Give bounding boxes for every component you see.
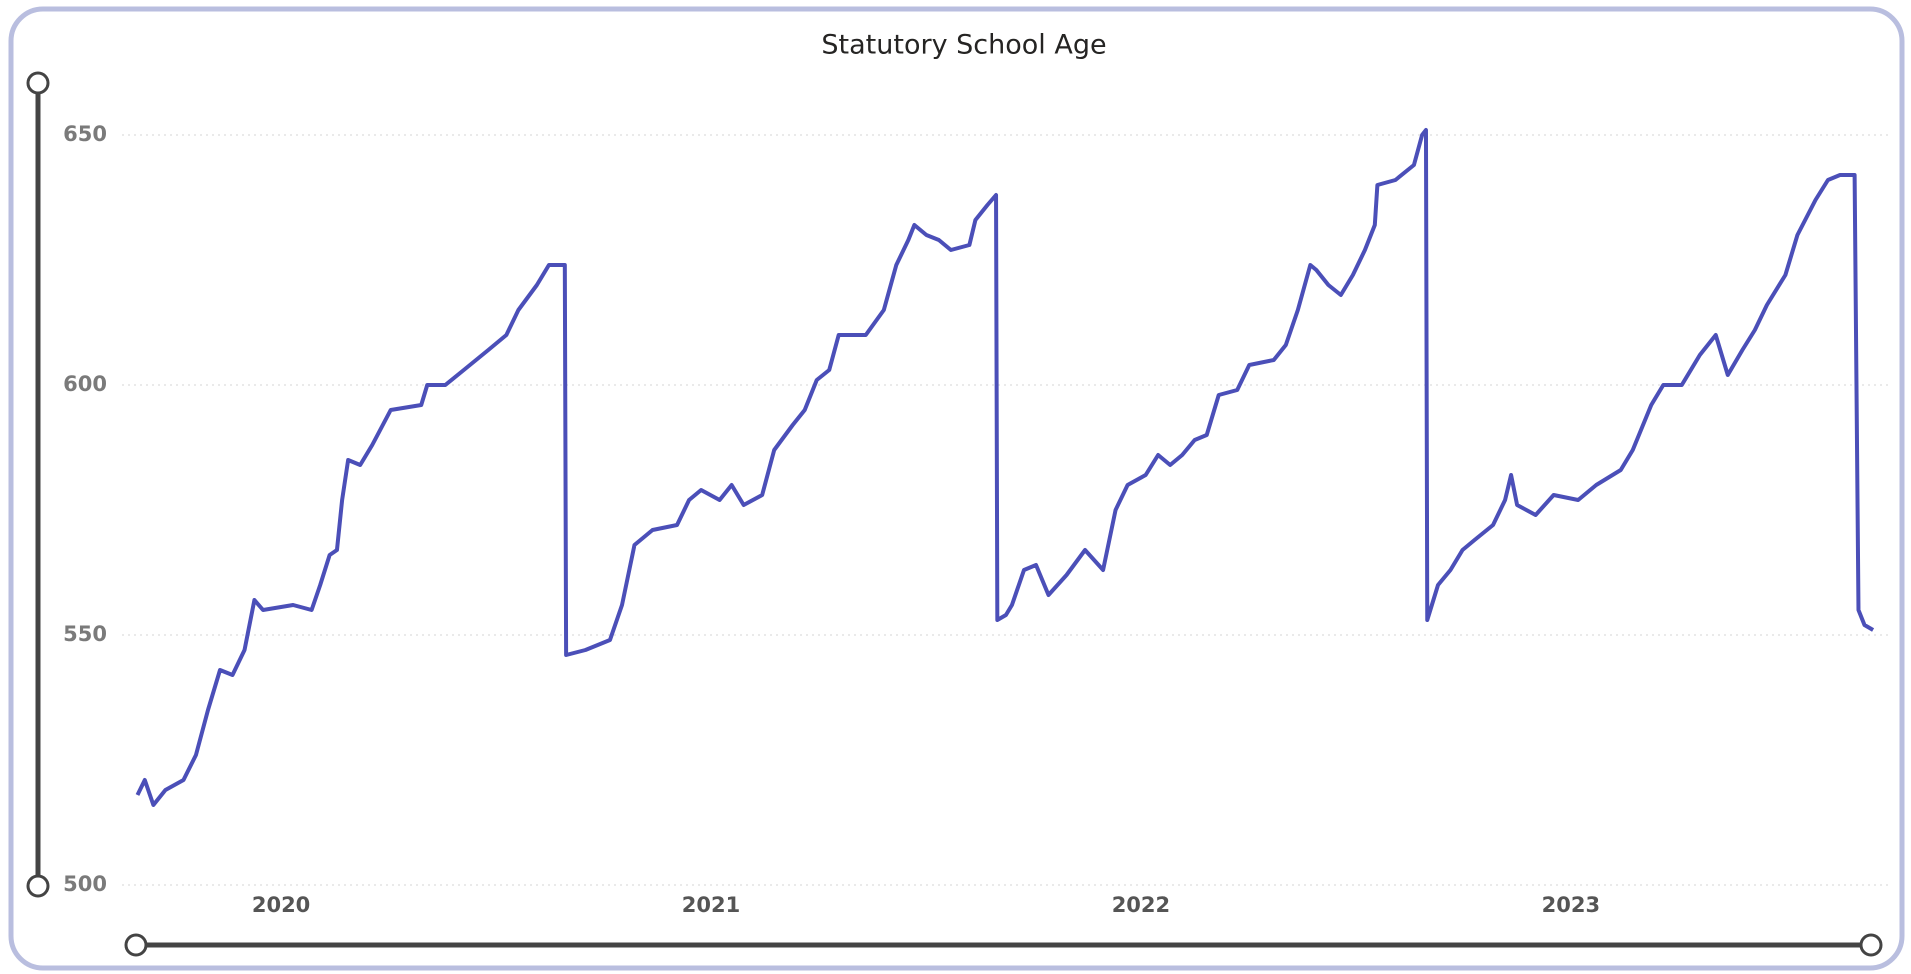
y-slider[interactable] xyxy=(26,71,50,898)
y-slider-handle[interactable] xyxy=(26,71,50,95)
x-slider-handle[interactable] xyxy=(1859,933,1883,957)
x-tick-label: 2021 xyxy=(682,893,740,917)
y-tick-label: 500 xyxy=(63,872,107,896)
chart-title: Statutory School Age xyxy=(821,30,1106,61)
x-tick-label: 2023 xyxy=(1542,893,1600,917)
data-line xyxy=(135,128,1875,807)
x-slider[interactable] xyxy=(124,933,1883,957)
y-tick-label: 650 xyxy=(63,122,107,146)
x-tick-label: 2020 xyxy=(252,893,310,917)
y-tick-label: 550 xyxy=(63,622,107,646)
x-tick-label: 2022 xyxy=(1112,893,1170,917)
card-border xyxy=(8,6,1905,971)
y-slider-handle[interactable] xyxy=(26,874,50,898)
x-slider-handle[interactable] xyxy=(124,933,148,957)
y-tick-label: 600 xyxy=(63,372,107,396)
